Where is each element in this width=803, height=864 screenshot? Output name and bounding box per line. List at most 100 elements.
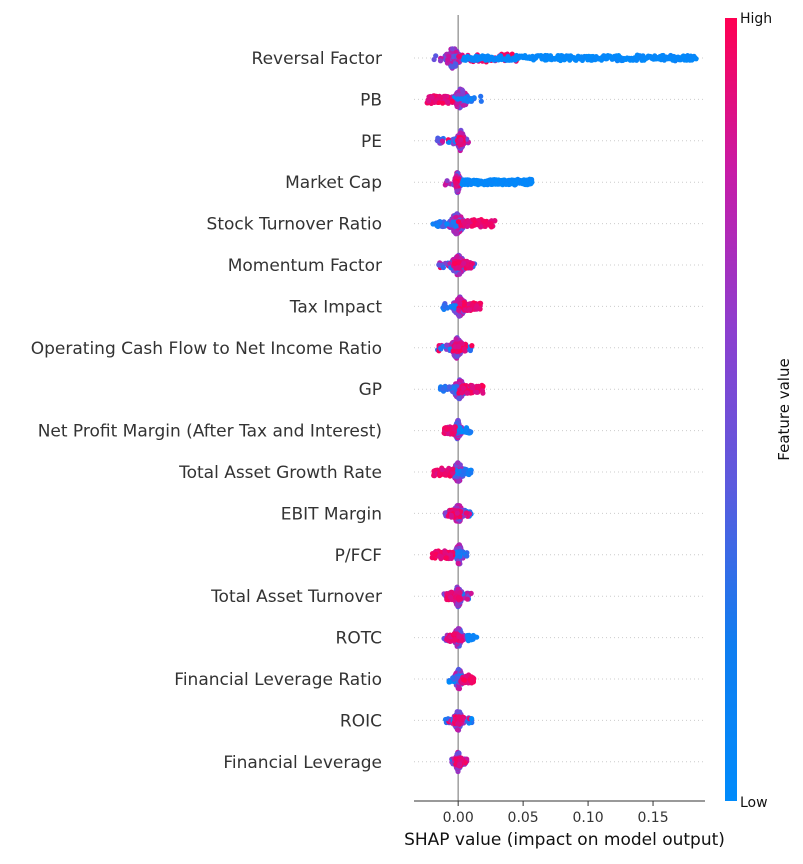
data-point: [457, 301, 463, 307]
feature-label: Operating Cash Flow to Net Income Ratio: [31, 339, 382, 359]
data-point: [469, 343, 475, 349]
feature-points-1: [424, 86, 484, 111]
data-point: [492, 218, 498, 224]
data-point: [456, 313, 462, 319]
data-point: [437, 58, 444, 64]
data-point: [455, 560, 461, 567]
feature-points-11: [442, 502, 474, 524]
x-axis-title: SHAP value (impact on model output): [404, 830, 725, 850]
data-point: [450, 219, 456, 225]
data-point: [447, 552, 454, 558]
data-point: [473, 303, 480, 309]
feature-points-4: [430, 211, 498, 237]
data-point: [447, 261, 453, 267]
data-point: [446, 384, 452, 390]
data-point: [464, 97, 471, 103]
data-point: [474, 634, 480, 640]
data-point: [458, 637, 464, 643]
data-point: [459, 390, 465, 396]
x-tick-label: 0.05: [508, 810, 539, 826]
colorbar-high-label: High: [740, 11, 772, 27]
data-point: [469, 302, 475, 308]
feature-label: Total Asset Growth Rate: [178, 463, 382, 483]
data-point: [467, 307, 473, 313]
data-point: [469, 634, 475, 641]
data-point: [442, 550, 448, 556]
data-point: [456, 714, 462, 720]
data-point: [474, 389, 480, 395]
data-point: [444, 342, 450, 348]
data-point: [446, 139, 452, 145]
data-point: [481, 218, 487, 224]
feature-points-14: [441, 626, 480, 649]
data-point: [441, 93, 447, 99]
feature-label: P/FCF: [335, 546, 382, 566]
data-point: [461, 468, 467, 474]
x-tick-label: 0.10: [572, 810, 603, 826]
data-point: [461, 302, 467, 308]
data-point: [443, 555, 449, 561]
data-point: [444, 426, 450, 432]
feature-points-9: [441, 417, 474, 442]
x-axis: 0.00 0.05 0.10 0.15 SHAP value (impact on m…: [404, 800, 725, 850]
data-point: [438, 345, 444, 351]
data-point: [468, 429, 474, 435]
feature-label: PE: [361, 132, 382, 152]
feature-points-5: [436, 252, 478, 278]
feature-label: EBIT Margin: [281, 504, 382, 524]
data-point: [456, 666, 462, 673]
feature-labels: Reversal Factor PB PE Market Cap Stock Turno…: [31, 49, 383, 773]
data-point: [456, 395, 462, 401]
colorbar: High Low Feature value: [725, 11, 793, 811]
data-point: [456, 750, 462, 756]
data-point: [448, 594, 454, 600]
data-point: [463, 429, 469, 435]
feature-label: Momentum Factor: [228, 256, 382, 276]
data-point: [457, 761, 463, 768]
data-point: [437, 219, 443, 225]
data-point: [436, 471, 443, 477]
data-point: [449, 46, 455, 52]
data-point: [479, 388, 485, 394]
data-point: [444, 99, 451, 105]
data-point: [449, 98, 455, 104]
data-point: [465, 638, 471, 644]
data-point: [426, 98, 432, 104]
data-point: [458, 136, 464, 143]
feature-label: ROTC: [336, 629, 382, 649]
feature-points-15: [446, 666, 477, 692]
colorbar-gradient: [725, 18, 737, 801]
data-point: [468, 470, 474, 476]
data-point: [458, 96, 464, 102]
data-point: [451, 631, 457, 637]
data-point: [441, 302, 447, 308]
data-point: [464, 390, 470, 396]
feature-points-12: [429, 542, 470, 567]
data-point: [455, 219, 461, 225]
data-point: [446, 53, 452, 60]
data-point: [457, 590, 463, 596]
data-point: [456, 265, 462, 271]
data-point: [478, 98, 484, 104]
data-point: [450, 303, 456, 309]
data-point: [461, 677, 467, 683]
data-point: [440, 386, 446, 392]
data-point: [456, 478, 462, 484]
data-point: [509, 51, 515, 57]
data-point: [480, 383, 486, 389]
data-point: [455, 721, 461, 727]
data-point: [454, 353, 460, 359]
feature-label: Financial Leverage Ratio: [174, 670, 382, 690]
data-point: [469, 716, 475, 722]
feature-points-6: [440, 294, 484, 319]
data-point: [464, 632, 470, 639]
data-point: [453, 61, 459, 67]
feature-label: GP: [359, 380, 382, 400]
data-points: [424, 46, 699, 775]
data-point: [460, 88, 466, 94]
data-point: [456, 53, 462, 60]
data-point: [464, 596, 470, 602]
feature-label: Net Profit Margin (After Tax and Interes…: [38, 422, 382, 442]
data-point: [457, 271, 463, 277]
